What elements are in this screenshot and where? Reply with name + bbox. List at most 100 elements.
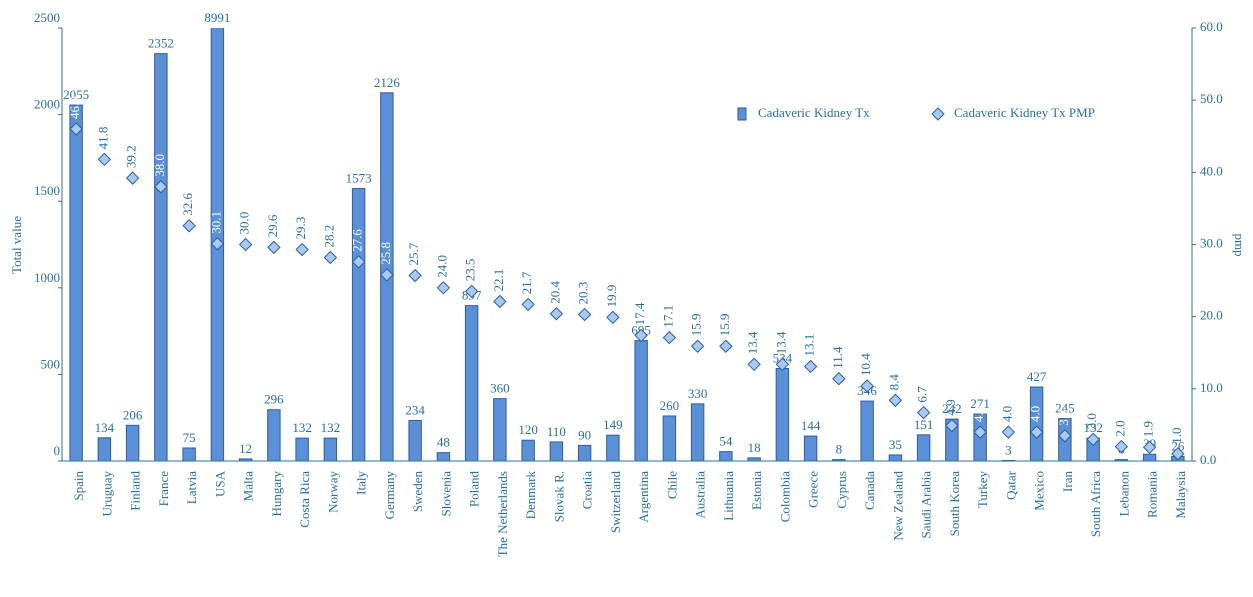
x-tick-label: Colombia <box>777 471 792 523</box>
y2-tick-label: 40.0 <box>1200 163 1223 178</box>
bar-value-label: 2352 <box>148 36 174 51</box>
bar-value-label: 54 <box>719 434 733 449</box>
bar-value-label: 271 <box>970 396 990 411</box>
pmp-value-label: 3.5 <box>1056 409 1071 425</box>
bar <box>238 458 253 461</box>
x-tick-label: Saudi Arabia <box>919 471 934 539</box>
pmp-marker <box>1029 425 1044 439</box>
y2-tick-label: 60.0 <box>1200 19 1223 34</box>
x-tick-label: Uruguay <box>99 471 114 517</box>
bar-value-label: 132 <box>1083 420 1103 435</box>
bar-value-label: 75 <box>183 430 196 445</box>
pmp-value-label: 6.7 <box>915 386 930 403</box>
x-tick-label: Malta <box>241 471 256 502</box>
x-tick-label: Slovak R. <box>551 471 566 522</box>
bar-value-label: 242 <box>942 401 962 416</box>
x-tick-label: Costa Rica <box>297 471 312 528</box>
bar <box>323 437 338 461</box>
pmp-marker <box>860 379 874 393</box>
pmp-marker <box>803 359 818 374</box>
pmp-marker <box>238 237 253 252</box>
pmp-value-label: 1.0 <box>1169 428 1184 444</box>
y2-tick-label: 10.0 <box>1200 380 1223 395</box>
pmp-marker <box>408 268 422 283</box>
bar <box>1142 453 1157 461</box>
pmp-value-label: 11.4 <box>830 346 845 369</box>
x-tick-label: Sweden <box>410 471 425 513</box>
pmp-value-label: 39.2 <box>124 145 139 168</box>
pmp-value-label: 3.0 <box>1084 413 1099 429</box>
y2-tick-label: 0.0 <box>1200 452 1216 467</box>
bar-value-label: 2055 <box>63 87 89 102</box>
pmp-value-label: 38.0 <box>152 154 167 177</box>
pmp-marker <box>295 242 309 257</box>
bar-value-label: 206 <box>123 407 143 422</box>
pmp-marker <box>1171 447 1185 461</box>
bar <box>690 403 705 461</box>
pmp-value-label: 27.6 <box>350 229 365 252</box>
pmp-marker <box>690 339 705 353</box>
bar <box>662 415 677 461</box>
pmp-marker <box>154 180 168 194</box>
y2-tick-label: 20.0 <box>1200 308 1223 323</box>
y-tick-label: 2500 <box>34 10 60 25</box>
bars <box>69 28 1185 461</box>
y2-tick-label: 50.0 <box>1200 91 1223 106</box>
y-tick-label: 1500 <box>34 183 60 198</box>
pmp-value-label: 30.0 <box>237 212 252 235</box>
x-tick-label: Latvia <box>184 471 199 504</box>
y-tick-label: 2000 <box>34 97 60 112</box>
bar-value-label: 35 <box>889 437 902 452</box>
bar-value-label: 427 <box>1027 369 1047 384</box>
pmp-marker <box>719 339 733 353</box>
x-tick-label: Hungary <box>269 471 284 517</box>
x-tick-label: Mexico <box>1032 471 1047 511</box>
x-tick-label: Lebanon <box>1116 471 1131 517</box>
pmp-marker <box>832 372 846 386</box>
bar <box>888 454 903 461</box>
pmp-marker <box>916 405 931 420</box>
pmp-value-label: 2.0 <box>1112 420 1127 436</box>
bar <box>97 437 112 461</box>
pmp-marker <box>634 328 648 343</box>
x-tick-label: Greece <box>806 471 821 508</box>
pmp-marker <box>351 255 366 269</box>
bar <box>860 400 874 461</box>
pmp-marker <box>1058 429 1072 443</box>
pmp-marker <box>888 393 903 408</box>
bar <box>521 439 535 461</box>
pmp-value-label: 32.6 <box>180 192 195 215</box>
legend-label: Cadaveric Kidney Tx PMP <box>954 105 1095 120</box>
x-tick-label: Lithuania <box>721 471 736 521</box>
y-tick-label: 0 <box>54 443 61 458</box>
pmp-value-label: 4.9 <box>943 399 958 415</box>
x-tick-label: Croatia <box>580 471 595 509</box>
x-tick-label: USA <box>212 470 227 497</box>
pmp-marker <box>125 171 140 185</box>
pmp-marker <box>97 152 112 167</box>
bar-value-label: 3 <box>1005 442 1012 457</box>
pmp-value-label: 22.1 <box>491 269 506 292</box>
pmp-value-label: 46.0 <box>67 96 82 119</box>
bar <box>351 188 366 461</box>
pmp-marker <box>577 307 592 322</box>
x-tick-label: Estonia <box>749 471 764 510</box>
bar-value-label: 330 <box>688 386 708 401</box>
bar <box>634 340 648 461</box>
pmp-value-label: 29.3 <box>293 217 308 240</box>
pmp-value-label: 13.1 <box>802 334 817 357</box>
pmp-value-label: 20.3 <box>576 282 591 305</box>
pmp-value-label: 10.4 <box>858 353 873 376</box>
pmp-marker <box>323 250 338 265</box>
x-tick-label: France <box>156 471 171 507</box>
bar-value-label: 90 <box>578 427 591 442</box>
bar-value-label: 2126 <box>374 75 401 90</box>
pmp-marker <box>436 281 451 295</box>
x-tick-label: Slovenia <box>438 471 453 517</box>
bar <box>267 409 281 461</box>
bar <box>436 452 451 461</box>
x-tick-label: Canada <box>862 471 877 510</box>
x-tick-label: South Korea <box>947 471 962 537</box>
pmp-value-label: 4.0 <box>971 406 986 422</box>
